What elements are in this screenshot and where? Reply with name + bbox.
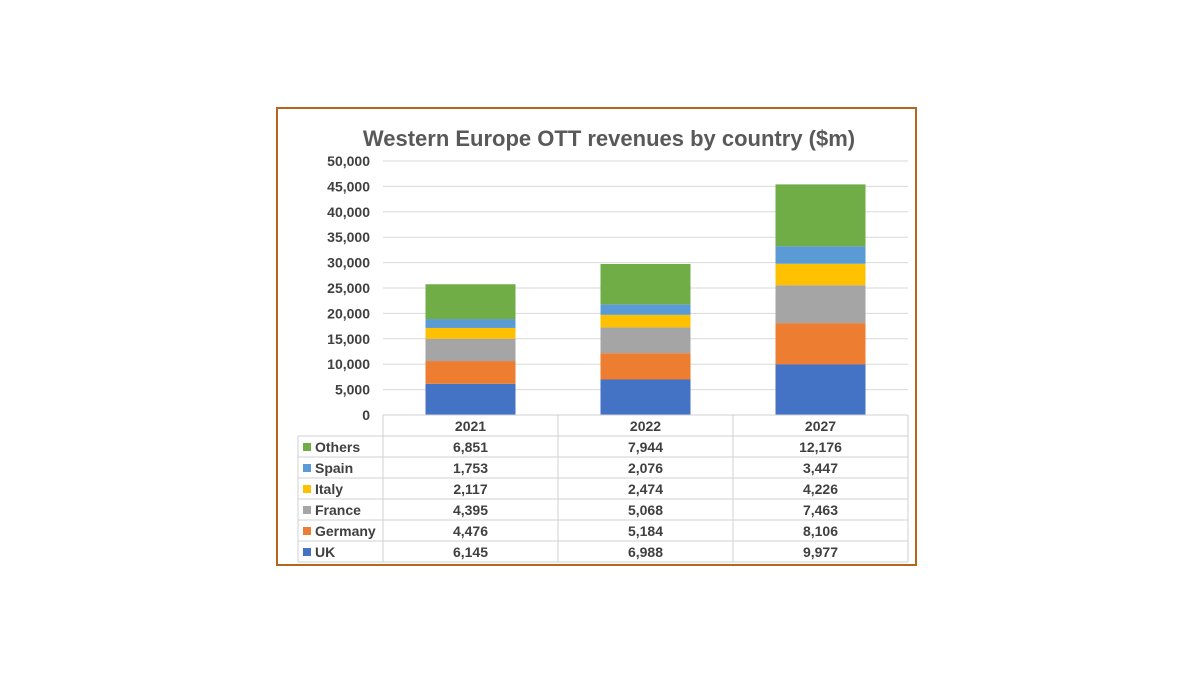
legend-swatch-uk [303,548,311,556]
data-label: 3,447 [803,460,838,476]
y-tick-label: 30,000 [327,255,370,271]
data-label: 6,851 [453,439,488,455]
data-table: 2021 2022 2027 Others 6,851 7,944 12,176 Spain 1… [297,414,909,563]
bar-segment-uk [425,383,516,415]
data-label: 2,474 [628,481,663,497]
bar-segment-france [425,338,516,362]
x-category-label: 2027 [805,418,836,434]
legend-swatch-italy [303,485,311,493]
x-category-label: 2021 [455,418,486,434]
data-label: 7,463 [803,502,838,518]
data-label: 2,117 [453,481,487,497]
y-tick-label: 45,000 [327,178,370,194]
data-label: 9,977 [803,544,838,560]
y-tick-label: 5,000 [335,382,370,398]
bar-segment-italy [425,327,516,339]
bar-segment-spain [600,304,691,315]
data-label: 1,753 [453,460,488,476]
y-tick-label: 35,000 [327,229,370,245]
legend-label-others: Others [315,439,360,455]
data-label: 12,176 [799,439,842,455]
y-tick-label: 10,000 [327,356,370,372]
data-label: 7,944 [628,439,663,455]
legend-label-italy: Italy [315,481,343,497]
chart-title: Western Europe OTT revenues by country (… [363,126,855,151]
legend-swatch-others [303,443,311,451]
bar-segment-spain [425,319,516,328]
y-tick-label: 25,000 [327,280,370,296]
bar-segment-others [600,263,691,305]
bar-segment-germany [425,361,516,384]
legend-swatch-spain [303,464,311,472]
bar-segment-others [425,284,516,320]
bar-segment-uk [775,364,866,415]
y-tick-label: 40,000 [327,204,370,220]
y-axis-ticks: 0 5,000 10,000 15,000 20,000 25,000 30,000 35,0… [327,153,370,423]
legend-swatch-france [303,506,311,514]
y-tick-label: 15,000 [327,331,370,347]
bar-segment-others [775,184,866,247]
bar-segment-uk [600,379,691,415]
legend-swatch-germany [303,527,311,535]
legend-label-spain: Spain [315,460,353,476]
data-label: 6,988 [628,544,663,560]
y-tick-label: 50,000 [327,153,370,169]
bar-segment-germany [600,353,691,380]
data-label: 4,226 [803,481,838,497]
data-label: 2,076 [628,460,663,476]
legend-label-germany: Germany [315,523,376,539]
bar-segment-germany [775,323,866,365]
bar-segment-spain [775,246,866,264]
data-label: 5,068 [628,502,663,518]
y-tick-label: 0 [362,407,370,423]
bar-segment-italy [775,263,866,286]
legend-label-uk: UK [315,544,335,560]
data-label: 5,184 [628,523,663,539]
chart-svg: Western Europe OTT revenues by country (… [297,126,909,563]
bar-segment-france [775,285,866,324]
data-label: 6,145 [453,544,488,560]
data-label: 4,395 [453,502,488,518]
bar-segment-france [600,327,691,354]
y-tick-label: 20,000 [327,305,370,321]
bars [425,184,866,415]
x-category-label: 2022 [630,418,661,434]
legend-label-france: France [315,502,361,518]
data-label: 4,476 [453,523,488,539]
chart-frame: Western Europe OTT revenues by country (… [276,107,917,566]
bar-segment-italy [600,314,691,328]
data-label: 8,106 [803,523,838,539]
